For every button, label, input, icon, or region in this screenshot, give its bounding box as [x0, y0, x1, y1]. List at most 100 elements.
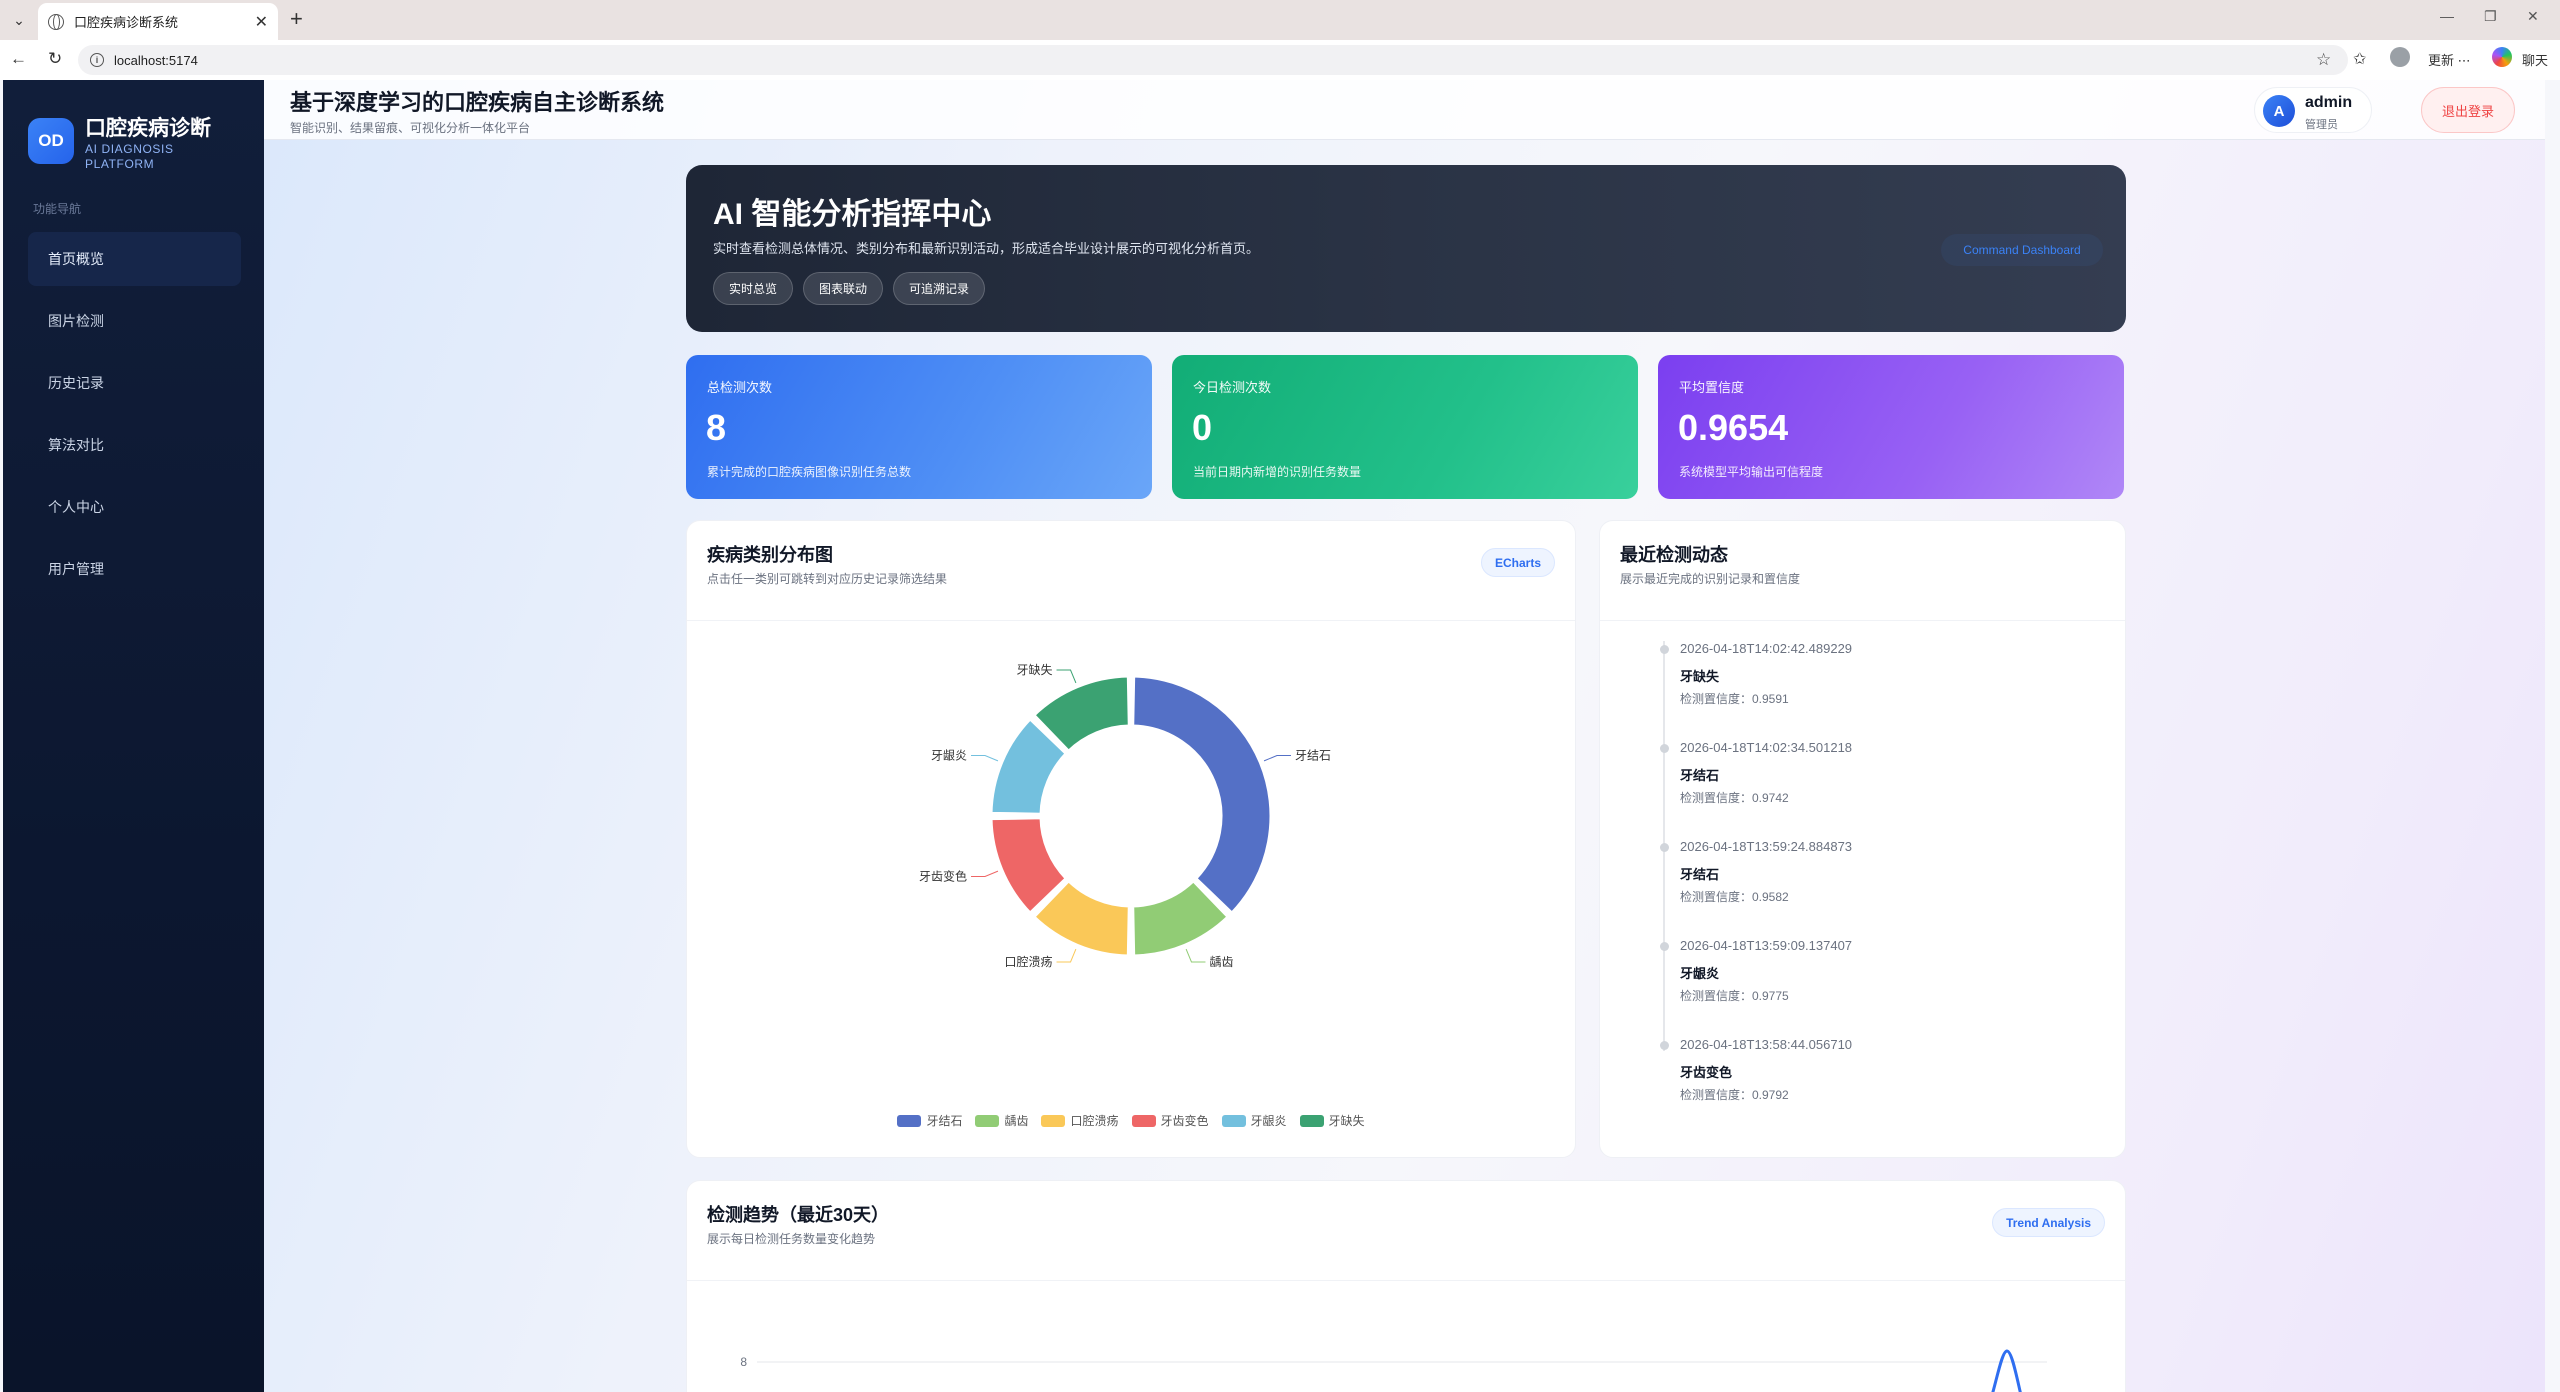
- label-leader-line: [1056, 669, 1077, 684]
- pie-slice[interactable]: [989, 816, 1068, 915]
- update-button[interactable]: 更新 ⋯: [2428, 53, 2471, 68]
- card-title: 检测趋势（最近30天）: [707, 1205, 890, 1225]
- pie-slice[interactable]: [1032, 674, 1131, 753]
- minimize-icon[interactable]: —: [2440, 8, 2454, 24]
- close-tab-icon[interactable]: ✕: [254, 13, 268, 31]
- pie-slice[interactable]: [1032, 879, 1131, 958]
- stat-desc: 系统模型平均输出可信程度: [1679, 465, 1824, 479]
- sidebar-item-overview[interactable]: 首页概览: [28, 232, 241, 286]
- hero-tag[interactable]: 可追溯记录: [893, 272, 986, 305]
- stat-card-total: 总检测次数 8 累计完成的口腔疾病图像识别任务总数: [686, 355, 1152, 499]
- stat-value: 8: [706, 407, 727, 448]
- feed-confidence: 检测置信度：0.9742: [1680, 791, 1789, 805]
- pie-slice[interactable]: [989, 717, 1068, 816]
- back-icon[interactable]: ←: [10, 49, 27, 68]
- slice-label: 龋齿: [1209, 954, 1233, 969]
- feed-time: 2026-04-18T14:02:34.501218: [1680, 740, 1853, 755]
- sidebar-item-users[interactable]: 用户管理: [28, 542, 241, 596]
- feed-confidence: 检测置信度：0.9582: [1680, 890, 1789, 904]
- card-subtitle: 展示每日检测任务数量变化趋势: [707, 1232, 876, 1246]
- list-item[interactable]: 2026-04-18T14:02:34.501218 牙结石 检测置信度：0.9…: [1655, 740, 2095, 810]
- profile-avatar-icon[interactable]: [2390, 47, 2410, 67]
- list-item[interactable]: 2026-04-18T14:02:42.489229 牙缺失 检测置信度：0.9…: [1655, 641, 2095, 711]
- stat-desc: 累计完成的口腔疾病图像识别任务总数: [707, 465, 912, 479]
- slice-label: 口腔溃疡: [1005, 954, 1053, 969]
- feed-time: 2026-04-18T13:58:44.056710: [1680, 1037, 1853, 1052]
- label-leader-line: [1056, 948, 1077, 963]
- hero-tag[interactable]: 图表联动: [803, 272, 884, 305]
- hero-tag[interactable]: 实时总览: [713, 272, 794, 305]
- stat-label: 总检测次数: [707, 380, 773, 395]
- address-input[interactable]: i localhost:5174: [78, 45, 2348, 75]
- user-chip[interactable]: A admin 管理员: [2254, 87, 2372, 133]
- legend-swatch: [1041, 1114, 1066, 1127]
- list-item[interactable]: 2026-04-18T13:58:44.056710 牙齿变色 检测置信度：0.…: [1655, 1037, 2095, 1107]
- legend-item[interactable]: 牙结石: [897, 1112, 962, 1129]
- slice-label: 牙缺失: [1017, 662, 1053, 677]
- slice-label: 牙齿变色: [919, 868, 967, 883]
- avatar: A: [2263, 95, 2295, 127]
- legend-label: 牙缺失: [1328, 1114, 1365, 1128]
- copilot-icon[interactable]: [2492, 47, 2512, 67]
- timeline-dot: [1660, 1041, 1669, 1050]
- legend-item[interactable]: 牙缺失: [1299, 1112, 1365, 1129]
- list-item[interactable]: 2026-04-18T13:59:09.137407 牙龈炎 检测置信度：0.9…: [1655, 938, 2095, 1008]
- trend-analysis-badge: Trend Analysis: [1992, 1208, 2105, 1237]
- favorite-star-icon[interactable]: ☆: [2316, 50, 2332, 69]
- sidebar-item-label: 用户管理: [48, 561, 104, 577]
- feed-time: 2026-04-18T14:02:42.489229: [1680, 641, 1853, 656]
- stat-label: 平均置信度: [1679, 380, 1745, 395]
- restore-icon[interactable]: ❐: [2484, 8, 2497, 24]
- reload-icon[interactable]: ↻: [48, 49, 63, 68]
- feed-confidence: 检测置信度：0.9775: [1680, 989, 1789, 1003]
- sidebar-item-label: 历史记录: [48, 375, 104, 391]
- y-tick-label: 8: [740, 1355, 747, 1369]
- card-title: 最近检测动态: [1620, 545, 1728, 565]
- stat-card-confidence: 平均置信度 0.9654 系统模型平均输出可信程度: [1658, 355, 2124, 499]
- site-info-icon[interactable]: i: [90, 53, 104, 67]
- globe-icon: [48, 13, 64, 30]
- sidebar-item-profile[interactable]: 个人中心: [28, 480, 241, 534]
- legend-label: 龋齿: [1004, 1114, 1029, 1128]
- legend-item[interactable]: 口腔溃疡: [1041, 1112, 1119, 1129]
- echarts-badge: ECharts: [1480, 548, 1555, 577]
- timeline-dot: [1660, 843, 1669, 852]
- legend-label: 牙龈炎: [1250, 1114, 1287, 1128]
- chat-label: 聊天: [2522, 53, 2549, 68]
- legend-item[interactable]: 龋齿: [975, 1112, 1028, 1129]
- tab-list-chevron-icon[interactable]: ⌄: [13, 11, 25, 28]
- brand-subtitle: AI DIAGNOSIS PLATFORM: [85, 142, 174, 171]
- user-name: admin: [2305, 94, 2353, 111]
- label-leader-line: [971, 870, 999, 877]
- trend-line: [1991, 1349, 2022, 1392]
- sidebar: OD 口腔疾病诊断 AI DIAGNOSIS PLATFORM 功能导航 首页概…: [3, 80, 264, 1392]
- trend-card: 检测趋势（最近30天） 展示每日检测任务数量变化趋势 Trend Analysi…: [686, 1180, 2126, 1392]
- sidebar-item-history[interactable]: 历史记录: [28, 356, 241, 410]
- legend-label: 牙齿变色: [1160, 1114, 1209, 1128]
- pie-slice[interactable]: [1131, 674, 1273, 915]
- stat-value: 0: [1192, 407, 1213, 448]
- logout-button[interactable]: 退出登录: [2421, 87, 2515, 133]
- stat-label: 今日检测次数: [1193, 380, 1272, 395]
- list-item[interactable]: 2026-04-18T13:59:24.884873 牙结石 检测置信度：0.9…: [1655, 839, 2095, 909]
- browser-tab[interactable]: 口腔疾病诊断系统 ✕: [38, 3, 278, 40]
- card-subtitle: 展示最近完成的识别记录和置信度: [1620, 572, 1801, 586]
- legend-swatch: [975, 1114, 1000, 1127]
- chat-button[interactable]: 聊天: [2522, 50, 2548, 69]
- pie-slice[interactable]: [1131, 879, 1230, 958]
- app-root: OD 口腔疾病诊断 AI DIAGNOSIS PLATFORM 功能导航 首页概…: [3, 80, 2545, 1392]
- hero-tags: 实时总览 图表联动 可追溯记录: [713, 272, 986, 305]
- feed-disease: 牙齿变色: [1680, 1065, 1733, 1080]
- brand-title: 口腔疾病诊断: [85, 117, 211, 140]
- stat-card-today: 今日检测次数 0 当前日期内新增的识别任务数量: [1172, 355, 1638, 499]
- sidebar-item-detect[interactable]: 图片检测: [28, 294, 241, 348]
- new-tab-icon[interactable]: +: [290, 6, 303, 31]
- topbar: 基于深度学习的口腔疾病自主诊断系统 智能识别、结果留痕、可视化分析一体化平台 A…: [264, 80, 2545, 140]
- legend-item[interactable]: 牙龈炎: [1221, 1112, 1287, 1129]
- legend-label: 牙结石: [926, 1114, 963, 1128]
- window-close-icon[interactable]: ✕: [2527, 8, 2539, 24]
- sidebar-item-compare[interactable]: 算法对比: [28, 418, 241, 472]
- page-title: 基于深度学习的口腔疾病自主诊断系统: [290, 90, 665, 115]
- favorites-icon[interactable]: ✩: [2353, 51, 2367, 68]
- legend-item[interactable]: 牙齿变色: [1131, 1112, 1209, 1129]
